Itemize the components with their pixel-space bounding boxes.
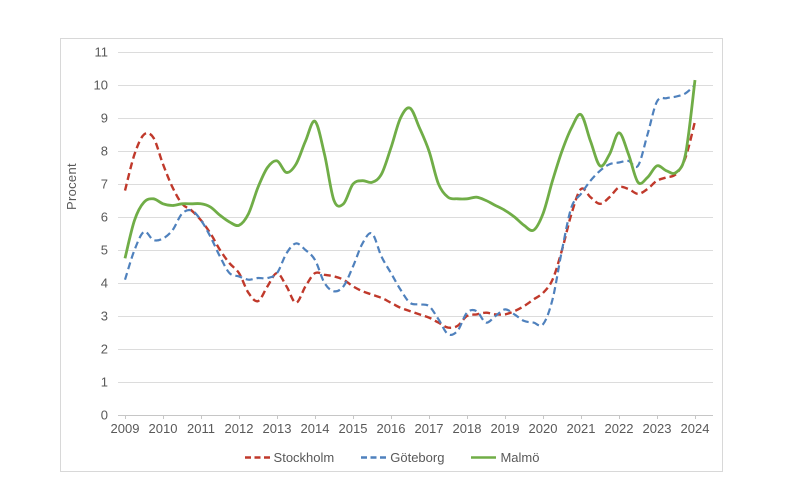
x-axis-label: 2019 (491, 421, 520, 436)
y-axis-label: 6 (101, 210, 108, 225)
x-axis-label: 2010 (149, 421, 178, 436)
y-axis-label: 0 (101, 408, 108, 423)
x-axis-label: 2017 (415, 421, 444, 436)
x-axis-label: 2013 (263, 421, 292, 436)
y-axis-label: 7 (101, 177, 108, 192)
line-chart: 0 1 2 3 4 5 6 7 8 9 10 11 2009 2010 2011 2012 2013 2014 20… (94, 45, 713, 436)
x-axis-label: 2018 (453, 421, 482, 436)
x-axis-label: 2021 (567, 421, 596, 436)
x-axis-label: 2015 (339, 421, 368, 436)
y-axis-label: 9 (101, 111, 108, 126)
x-axis-label: 2020 (529, 421, 558, 436)
x-axis-label: 2022 (605, 421, 634, 436)
legend-item-malm: Malmö (470, 450, 539, 465)
y-axis-label: 10 (94, 78, 108, 93)
chart-legend: Stockholm Göteborg Malmö (61, 450, 722, 465)
y-axis-label: 4 (101, 276, 108, 291)
y-axis-label: 11 (95, 45, 109, 60)
series-line-gteborg (123, 84, 696, 337)
series-line-stockholm (123, 120, 697, 330)
legend-line-sample-gteborg (361, 456, 387, 459)
legend-item-stockholm: Stockholm (244, 450, 335, 465)
y-axis-label: 5 (101, 243, 108, 258)
x-axis-label: 2016 (377, 421, 406, 436)
x-axis-label: 2009 (111, 421, 140, 436)
y-axis-title: Procent (64, 163, 79, 210)
legend-line-sample-stockholm (244, 456, 270, 459)
legend-item-gteborg: Göteborg (360, 450, 444, 465)
x-axis-label: 2024 (681, 421, 710, 436)
x-axis-label: 2023 (643, 421, 672, 436)
y-axis-label: 3 (101, 309, 108, 324)
series-line-malm (123, 79, 697, 259)
y-axis-label: 8 (101, 144, 108, 159)
y-axis-label: 2 (101, 342, 108, 357)
legend-label-malm: Malmö (500, 450, 540, 465)
y-axis-label: 1 (101, 375, 108, 390)
x-axis-label: 2012 (225, 421, 254, 436)
x-axis-label: 2014 (301, 421, 330, 436)
legend-label-stockholm: Stockholm (273, 450, 335, 465)
chart-panel: 0 1 2 3 4 5 6 7 8 9 10 11 2009 2010 2011 2012 2013 2014 20… (60, 38, 723, 472)
legend-label-gteborg: Göteborg (390, 450, 445, 465)
legend-line-sample-malm (471, 456, 497, 459)
x-axis-label: 2011 (187, 421, 215, 436)
